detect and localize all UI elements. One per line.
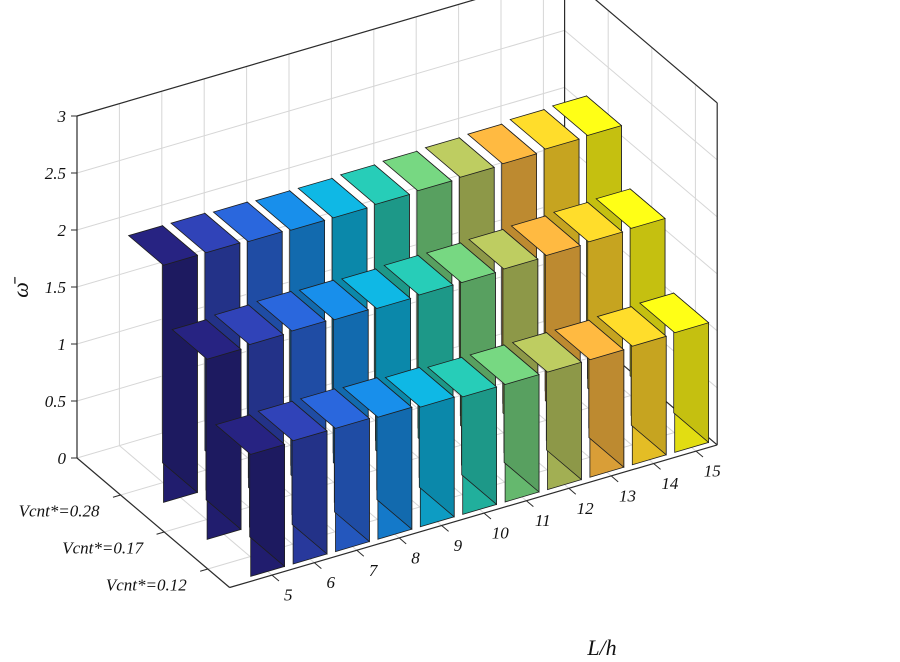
x-tick-mark (526, 500, 534, 508)
bar-top-face (554, 319, 625, 361)
bar-top-face (424, 137, 496, 178)
bar-top-face (384, 367, 456, 408)
side-top-edge (595, 0, 718, 104)
bar (214, 414, 286, 577)
bar-top-face (257, 400, 328, 442)
back-wall-gridline (76, 0, 476, 117)
bar-top-face (254, 190, 326, 231)
x-tick-label: 7 (369, 561, 379, 580)
x-axis-line (229, 444, 718, 589)
x-tick-mark (314, 562, 322, 570)
bar-top-face (552, 201, 624, 243)
bar-top-face (171, 319, 242, 360)
x-axis-label: L/h (586, 635, 616, 660)
x-tick-mark (356, 549, 365, 557)
x-tick-label: 10 (492, 524, 510, 543)
bar-top-face (212, 201, 284, 243)
bar-top-face (551, 95, 623, 136)
x-tick-label: 5 (284, 586, 293, 605)
z-axis-label: ω̄ (8, 276, 33, 298)
z-tick-label: 2.5 (45, 164, 66, 183)
side-wall-gridline (595, 0, 718, 104)
bar (127, 224, 199, 503)
bar (299, 388, 371, 553)
side-wall-gridline (564, 30, 718, 161)
x-tick-mark (695, 450, 704, 458)
bar-top-face (511, 332, 583, 373)
x-tick-label: 6 (326, 573, 335, 592)
x-tick-mark (441, 525, 449, 532)
bar-top-face (213, 304, 285, 346)
y-tick-mark (112, 494, 121, 498)
bar-top-face (509, 109, 580, 150)
z-tick-label: 2 (58, 221, 67, 240)
y-tick-label: Vcnt*=0.17 (62, 539, 144, 558)
bar-top-face (299, 388, 371, 429)
bar (469, 344, 540, 503)
bar (511, 331, 583, 491)
x-tick-mark (653, 463, 661, 470)
bars-layer (127, 95, 710, 577)
bar-top-face (340, 268, 412, 309)
z-tick-label: 1 (58, 335, 67, 354)
bar-top-face (510, 215, 582, 256)
x-tick-mark (568, 487, 577, 495)
bar-top-face (638, 292, 710, 334)
back-top-edge (76, 0, 476, 117)
bar-top-face (298, 279, 370, 321)
bar-top-face (339, 164, 411, 205)
bar-top-face (468, 229, 539, 270)
y-tick-mark (156, 531, 165, 535)
labels-layer: 0 0.5 1 1.5 2 2.5 3 5 6 7 8 9 10 11 12 13 14 15 Vcnt*=0.28… (8, 107, 721, 660)
bar (554, 319, 625, 478)
bar-top-face (469, 344, 540, 385)
bar-top-face (383, 254, 454, 296)
x-tick-label: 15 (704, 462, 721, 481)
bar-top-face (342, 377, 413, 418)
bar (596, 305, 668, 466)
y-tick-label: Vcnt*=0.28 (19, 502, 100, 521)
bar-top-face (127, 225, 199, 266)
x-tick-label: 8 (411, 548, 420, 567)
bar-top-face (214, 414, 286, 455)
y-axis-line (76, 457, 230, 588)
bar-top-face (256, 291, 327, 332)
bar-side-face (162, 224, 198, 494)
bar (257, 400, 328, 565)
x-tick-mark (483, 512, 492, 520)
bar (384, 366, 456, 528)
y-tick-label: Vcnt*=0.12 (106, 576, 187, 595)
bar-top-face (466, 123, 538, 165)
bar-top-face (382, 150, 453, 192)
y-tick-mark (200, 568, 208, 572)
x-tick-mark (398, 537, 407, 545)
z-tick-label: 0.5 (45, 392, 66, 411)
x-tick-label: 9 (454, 536, 463, 555)
floor-gridline (119, 445, 273, 576)
back-wall-gridline (76, 29, 565, 174)
bar (426, 356, 498, 515)
bar (342, 376, 413, 540)
bar (638, 292, 710, 453)
x-tick-label: 13 (619, 486, 636, 505)
x-tick-label: 11 (535, 511, 551, 530)
x-tick-mark (610, 475, 619, 483)
bar-top-face (426, 356, 498, 398)
z-tick-label: 1.5 (45, 278, 66, 297)
bar-top-face (297, 177, 368, 219)
x-tick-label: 14 (661, 474, 679, 493)
z-tick-label: 0 (58, 449, 67, 468)
bar-top-face (425, 242, 497, 284)
x-tick-label: 12 (577, 499, 595, 518)
bar-top-face (595, 188, 666, 229)
z-tick-label: 3 (57, 107, 67, 126)
x-tick-mark (271, 574, 280, 582)
bar-top-face (596, 306, 668, 347)
bar-top-face (170, 212, 241, 254)
back-wall-gridline (76, 86, 565, 231)
